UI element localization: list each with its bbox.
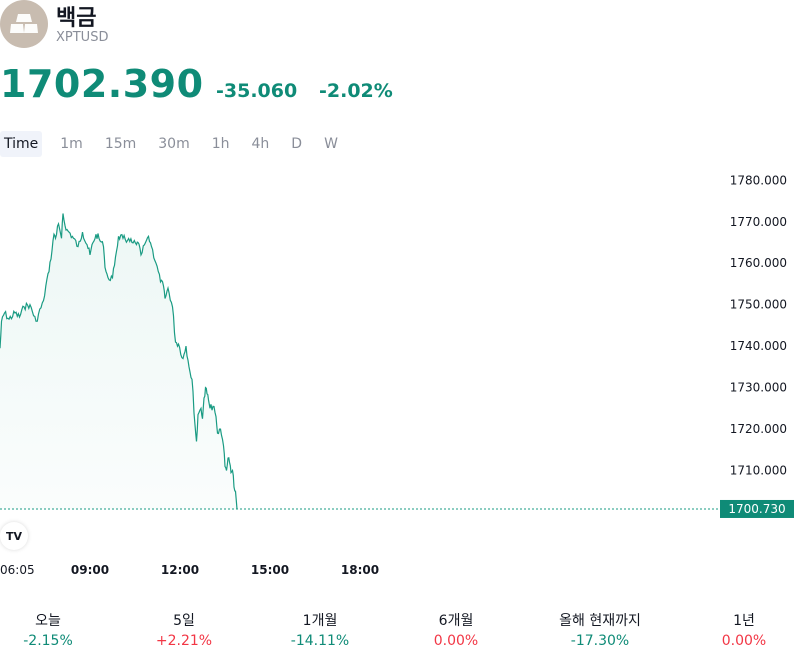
y-tick-label: 1760.000 — [730, 256, 787, 270]
stat-value: 0.00% — [721, 633, 767, 649]
stat-label: 오늘 — [35, 613, 61, 629]
stat-value: -17.30% — [570, 633, 630, 649]
y-tick-label: 1720.000 — [730, 422, 787, 436]
tab-time[interactable]: Time — [0, 131, 43, 157]
stat-value: 0.00% — [433, 633, 479, 649]
x-tick-label: 12:00 — [161, 563, 199, 577]
timeframe-tabs: Time 1m 15m 30m 1h 4h D W — [0, 131, 356, 157]
performance-stats: 오늘 -2.15% 5일 +2.21% 1개월 -14.11% 6개월 0.00… — [0, 600, 800, 660]
y-tick-label: 1740.000 — [730, 339, 787, 353]
price-change-percent: -2.02% — [319, 80, 393, 102]
last-price-label-bg — [720, 499, 794, 518]
symbol-ticker: XPTUSD — [56, 30, 109, 45]
y-tick-label: 1750.000 — [730, 298, 787, 312]
price-change: -35.060 — [216, 80, 298, 102]
stat-label: 1개월 — [302, 613, 338, 629]
stat-ytd[interactable]: 올해 현재까지 -17.30% — [530, 610, 670, 649]
tab-1h[interactable]: 1h — [211, 136, 230, 152]
x-tick-label: 09:00 — [71, 563, 109, 577]
x-tick-label: 18:00 — [341, 563, 379, 577]
price-series-line — [0, 213, 238, 510]
tab-30m[interactable]: 30m — [158, 136, 190, 152]
gold-bars-icon — [0, 0, 48, 48]
symbol-name: 백금 — [56, 6, 97, 31]
price-chart[interactable]: 1700.730 1780.000 1770.000 1760.000 1750.000… — [0, 160, 800, 590]
stat-label: 올해 현재까지 — [559, 613, 641, 629]
x-tick-label: 06:05 — [0, 563, 35, 577]
tab-d[interactable]: D — [291, 136, 303, 152]
tradingview-logo-icon[interactable]: TV — [0, 522, 28, 550]
last-price: 1702.390 — [0, 62, 204, 106]
tab-4h[interactable]: 4h — [251, 136, 270, 152]
tab-15m[interactable]: 15m — [104, 136, 137, 152]
stat-value: -2.15% — [23, 633, 73, 649]
stat-1y[interactable]: 1년 0.00% — [684, 610, 800, 649]
price-chart-svg[interactable]: 1700.730 1780.000 1770.000 1760.000 1750.000… — [0, 160, 800, 590]
x-tick-label: 15:00 — [251, 563, 289, 577]
stat-today[interactable]: 오늘 -2.15% — [0, 610, 108, 649]
stat-6m[interactable]: 6개월 0.00% — [396, 610, 516, 649]
y-tick-label: 1730.000 — [730, 381, 787, 395]
stat-5d[interactable]: 5일 +2.21% — [124, 610, 244, 649]
stat-label: 6개월 — [438, 613, 474, 629]
stat-1m[interactable]: 1개월 -14.11% — [260, 610, 380, 649]
stat-value: -14.11% — [290, 633, 350, 649]
stat-label: 1년 — [733, 613, 755, 629]
tab-1m[interactable]: 1m — [60, 136, 83, 152]
y-tick-label: 1710.000 — [730, 464, 787, 478]
stat-value: +2.21% — [155, 633, 213, 649]
tab-w[interactable]: W — [324, 136, 338, 152]
symbol-header: 백금 XPTUSD — [0, 0, 800, 56]
y-tick-label: 1780.000 — [730, 173, 787, 187]
last-price-label: 1700.730 — [728, 502, 785, 516]
y-tick-label: 1770.000 — [730, 215, 787, 229]
price-area-fill — [0, 213, 237, 510]
stat-label: 5일 — [173, 613, 195, 629]
